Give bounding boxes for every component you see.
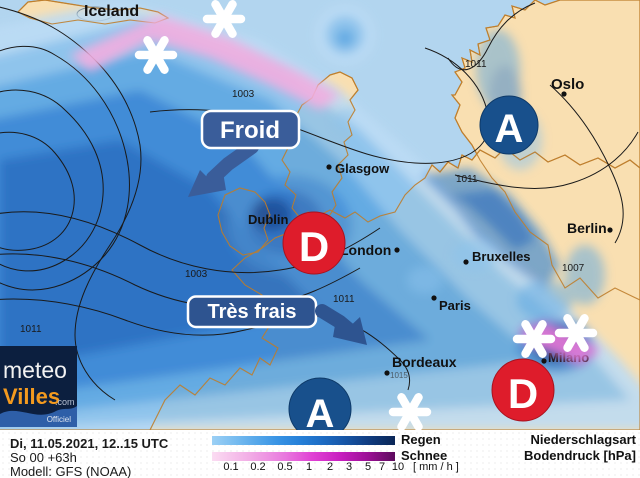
- svg-text:Bruxelles: Bruxelles: [472, 249, 531, 264]
- svg-text:D: D: [508, 370, 538, 417]
- svg-text:Dublin: Dublin: [248, 212, 288, 227]
- svg-text:3: 3: [346, 461, 352, 473]
- svg-text:1011: 1011: [465, 59, 487, 70]
- svg-text:2: 2: [327, 461, 333, 473]
- svg-text:Niederschlagsart: Niederschlagsart: [531, 432, 637, 447]
- svg-text:1011: 1011: [456, 174, 478, 185]
- svg-text:Bodendruck [hPa]: Bodendruck [hPa]: [524, 448, 636, 463]
- svg-text:Villes: Villes: [3, 384, 60, 409]
- svg-text:1015: 1015: [390, 371, 408, 380]
- svg-text:1003: 1003: [232, 89, 255, 100]
- svg-text:0.1: 0.1: [223, 461, 238, 473]
- svg-text:0.2: 0.2: [250, 461, 265, 473]
- svg-text:Oslo: Oslo: [551, 76, 584, 93]
- svg-text:Officiel: Officiel: [47, 415, 72, 424]
- svg-text:.com: .com: [55, 397, 75, 407]
- svg-text:meteo: meteo: [3, 357, 67, 383]
- svg-text:5: 5: [365, 461, 371, 473]
- svg-text:10: 10: [392, 461, 404, 473]
- svg-text:A: A: [495, 107, 524, 151]
- svg-text:D: D: [299, 223, 329, 270]
- svg-text:London: London: [340, 242, 391, 258]
- svg-text:1: 1: [306, 461, 312, 473]
- svg-text:Glasgow: Glasgow: [335, 161, 390, 176]
- svg-text:1011: 1011: [333, 294, 355, 305]
- svg-text:Froid: Froid: [220, 117, 280, 144]
- svg-text:A: A: [306, 392, 335, 430]
- svg-text:1003: 1003: [185, 269, 208, 280]
- svg-text:7: 7: [379, 461, 385, 473]
- svg-text:Paris: Paris: [439, 298, 471, 313]
- svg-text:Regen: Regen: [401, 432, 441, 447]
- svg-text:Berlin: Berlin: [567, 220, 607, 236]
- svg-text:Bordeaux: Bordeaux: [392, 354, 457, 370]
- svg-text:Iceland: Iceland: [84, 3, 139, 20]
- svg-text:[ mm / h ]: [ mm / h ]: [413, 461, 459, 473]
- svg-text:1011: 1011: [20, 324, 42, 335]
- svg-text:Très frais: Très frais: [208, 301, 297, 323]
- svg-text:1007: 1007: [562, 263, 585, 274]
- svg-text:0.5: 0.5: [277, 461, 292, 473]
